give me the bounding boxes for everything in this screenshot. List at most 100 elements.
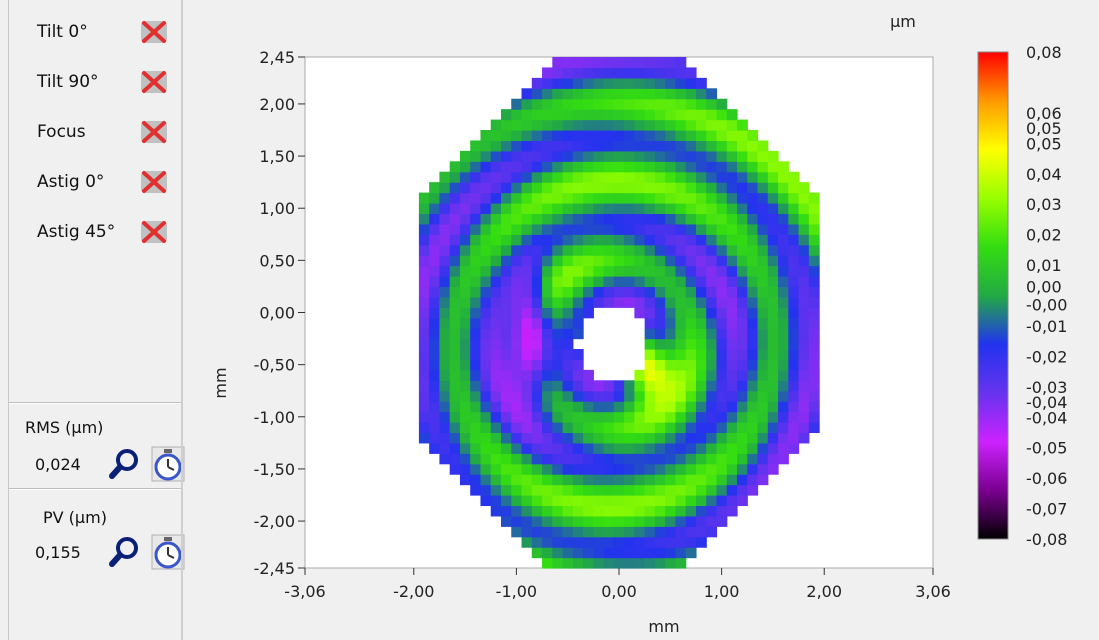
heatmap-cell bbox=[778, 203, 789, 215]
heatmap-cell bbox=[500, 234, 512, 246]
heatmap-cell bbox=[511, 495, 523, 507]
heatmap-cell bbox=[552, 234, 564, 246]
heatmap-cell bbox=[583, 484, 594, 496]
term-row-astig-0: Astig 0° bbox=[9, 162, 183, 202]
heatmap-cell bbox=[747, 130, 759, 142]
heatmap-cell bbox=[654, 276, 666, 288]
heatmap-cell bbox=[634, 515, 646, 527]
disabled-x-icon[interactable] bbox=[137, 16, 171, 46]
heatmap-cell bbox=[644, 130, 656, 142]
heatmap-cell bbox=[706, 349, 718, 361]
heatmap-cell bbox=[542, 338, 553, 350]
heatmap-cell bbox=[685, 88, 697, 100]
heatmap-cell bbox=[778, 223, 789, 235]
heatmap-cell bbox=[562, 317, 574, 329]
heatmap-cell bbox=[521, 515, 533, 527]
magnifier-icon[interactable] bbox=[107, 446, 141, 482]
heatmap-cell bbox=[429, 411, 441, 423]
heatmap-cell bbox=[798, 380, 810, 392]
heatmap-cell bbox=[685, 317, 697, 329]
heatmap-cell bbox=[654, 171, 666, 183]
disabled-x-icon[interactable] bbox=[137, 116, 171, 146]
heatmap-cell bbox=[737, 422, 748, 434]
heatmap-cell bbox=[716, 213, 728, 225]
heatmap-cell bbox=[449, 453, 461, 465]
heatmap-cell bbox=[675, 369, 687, 381]
colorbar-tick-label: 0,03 bbox=[1026, 195, 1062, 214]
heatmap-cell bbox=[706, 442, 718, 454]
heatmap-cell bbox=[521, 317, 533, 329]
heatmap-cell bbox=[685, 109, 697, 121]
heatmap-cell bbox=[521, 328, 533, 340]
heatmap-cell bbox=[490, 380, 502, 392]
heatmap-cell bbox=[654, 390, 666, 402]
heatmap-cell bbox=[726, 109, 738, 121]
heatmap-cell bbox=[716, 276, 728, 288]
heatmap-cell bbox=[490, 338, 502, 350]
heatmap-cell bbox=[808, 234, 820, 246]
heatmap-cell bbox=[572, 557, 584, 569]
heatmap-cell bbox=[552, 255, 564, 267]
heatmap-cell bbox=[511, 161, 523, 173]
heatmap-cell bbox=[418, 213, 430, 225]
heatmap-cell bbox=[613, 182, 625, 194]
heatmap-cell bbox=[685, 526, 697, 538]
heatmap-cell bbox=[778, 265, 789, 277]
heatmap-cell bbox=[439, 349, 451, 361]
heatmap-cell bbox=[500, 244, 512, 256]
heatmap-cell bbox=[593, 88, 605, 100]
heatmap-cell bbox=[449, 296, 461, 308]
heatmap-cell bbox=[665, 171, 677, 183]
heatmap-cell bbox=[459, 411, 471, 423]
heatmap-cell bbox=[685, 265, 697, 277]
heatmap-cell bbox=[490, 182, 502, 194]
heatmap-cell bbox=[716, 203, 728, 215]
heatmap-cell bbox=[511, 171, 523, 183]
heatmap-cell bbox=[675, 328, 687, 340]
heatmap-cell bbox=[439, 411, 451, 423]
heatmap-cell bbox=[500, 495, 512, 507]
heatmap-cell bbox=[665, 276, 677, 288]
heatmap-cell bbox=[634, 119, 646, 131]
disabled-x-icon[interactable] bbox=[137, 166, 171, 196]
heatmap-cell bbox=[788, 317, 800, 329]
heatmap-cell bbox=[429, 234, 441, 246]
heatmap-cell bbox=[654, 286, 666, 298]
heatmap-cell bbox=[480, 244, 492, 256]
heatmap-cell bbox=[490, 317, 502, 329]
heatmap-cell bbox=[562, 255, 574, 267]
heatmap-cell bbox=[665, 463, 677, 475]
heatmap-cell bbox=[531, 150, 543, 162]
disabled-x-icon[interactable] bbox=[137, 66, 171, 96]
heatmap-cell bbox=[778, 213, 789, 225]
heatmap-cell bbox=[562, 411, 574, 423]
heatmap-cell bbox=[593, 203, 605, 215]
heatmap-cell bbox=[449, 349, 461, 361]
heatmap-cell bbox=[624, 119, 635, 131]
heatmap-cell bbox=[521, 432, 533, 444]
heatmap-cell bbox=[521, 150, 533, 162]
stopwatch-icon[interactable] bbox=[151, 534, 185, 570]
heatmap-cell bbox=[603, 77, 615, 89]
heatmap-cell bbox=[644, 369, 656, 381]
heatmap-cell bbox=[788, 192, 800, 204]
heatmap-cell bbox=[511, 474, 523, 486]
heatmap-cell bbox=[706, 130, 718, 142]
heatmap-cell bbox=[778, 161, 789, 173]
heatmap-cell bbox=[562, 203, 574, 215]
heatmap-cell bbox=[511, 317, 523, 329]
heatmap-cell bbox=[531, 411, 543, 423]
heatmap-cell bbox=[562, 67, 574, 79]
heatmap-cell bbox=[418, 276, 430, 288]
heatmap-cell bbox=[552, 317, 564, 329]
heatmap-cell bbox=[470, 442, 482, 454]
disabled-x-icon[interactable] bbox=[137, 216, 171, 246]
heatmap-cell bbox=[634, 432, 646, 444]
magnifier-icon[interactable] bbox=[107, 534, 141, 570]
heatmap-cell bbox=[572, 401, 584, 413]
heatmap-cell bbox=[603, 88, 615, 100]
heatmap-cell bbox=[562, 150, 574, 162]
heatmap-cell bbox=[644, 88, 656, 100]
stopwatch-icon[interactable] bbox=[151, 446, 185, 482]
heatmap-cell bbox=[788, 338, 800, 350]
